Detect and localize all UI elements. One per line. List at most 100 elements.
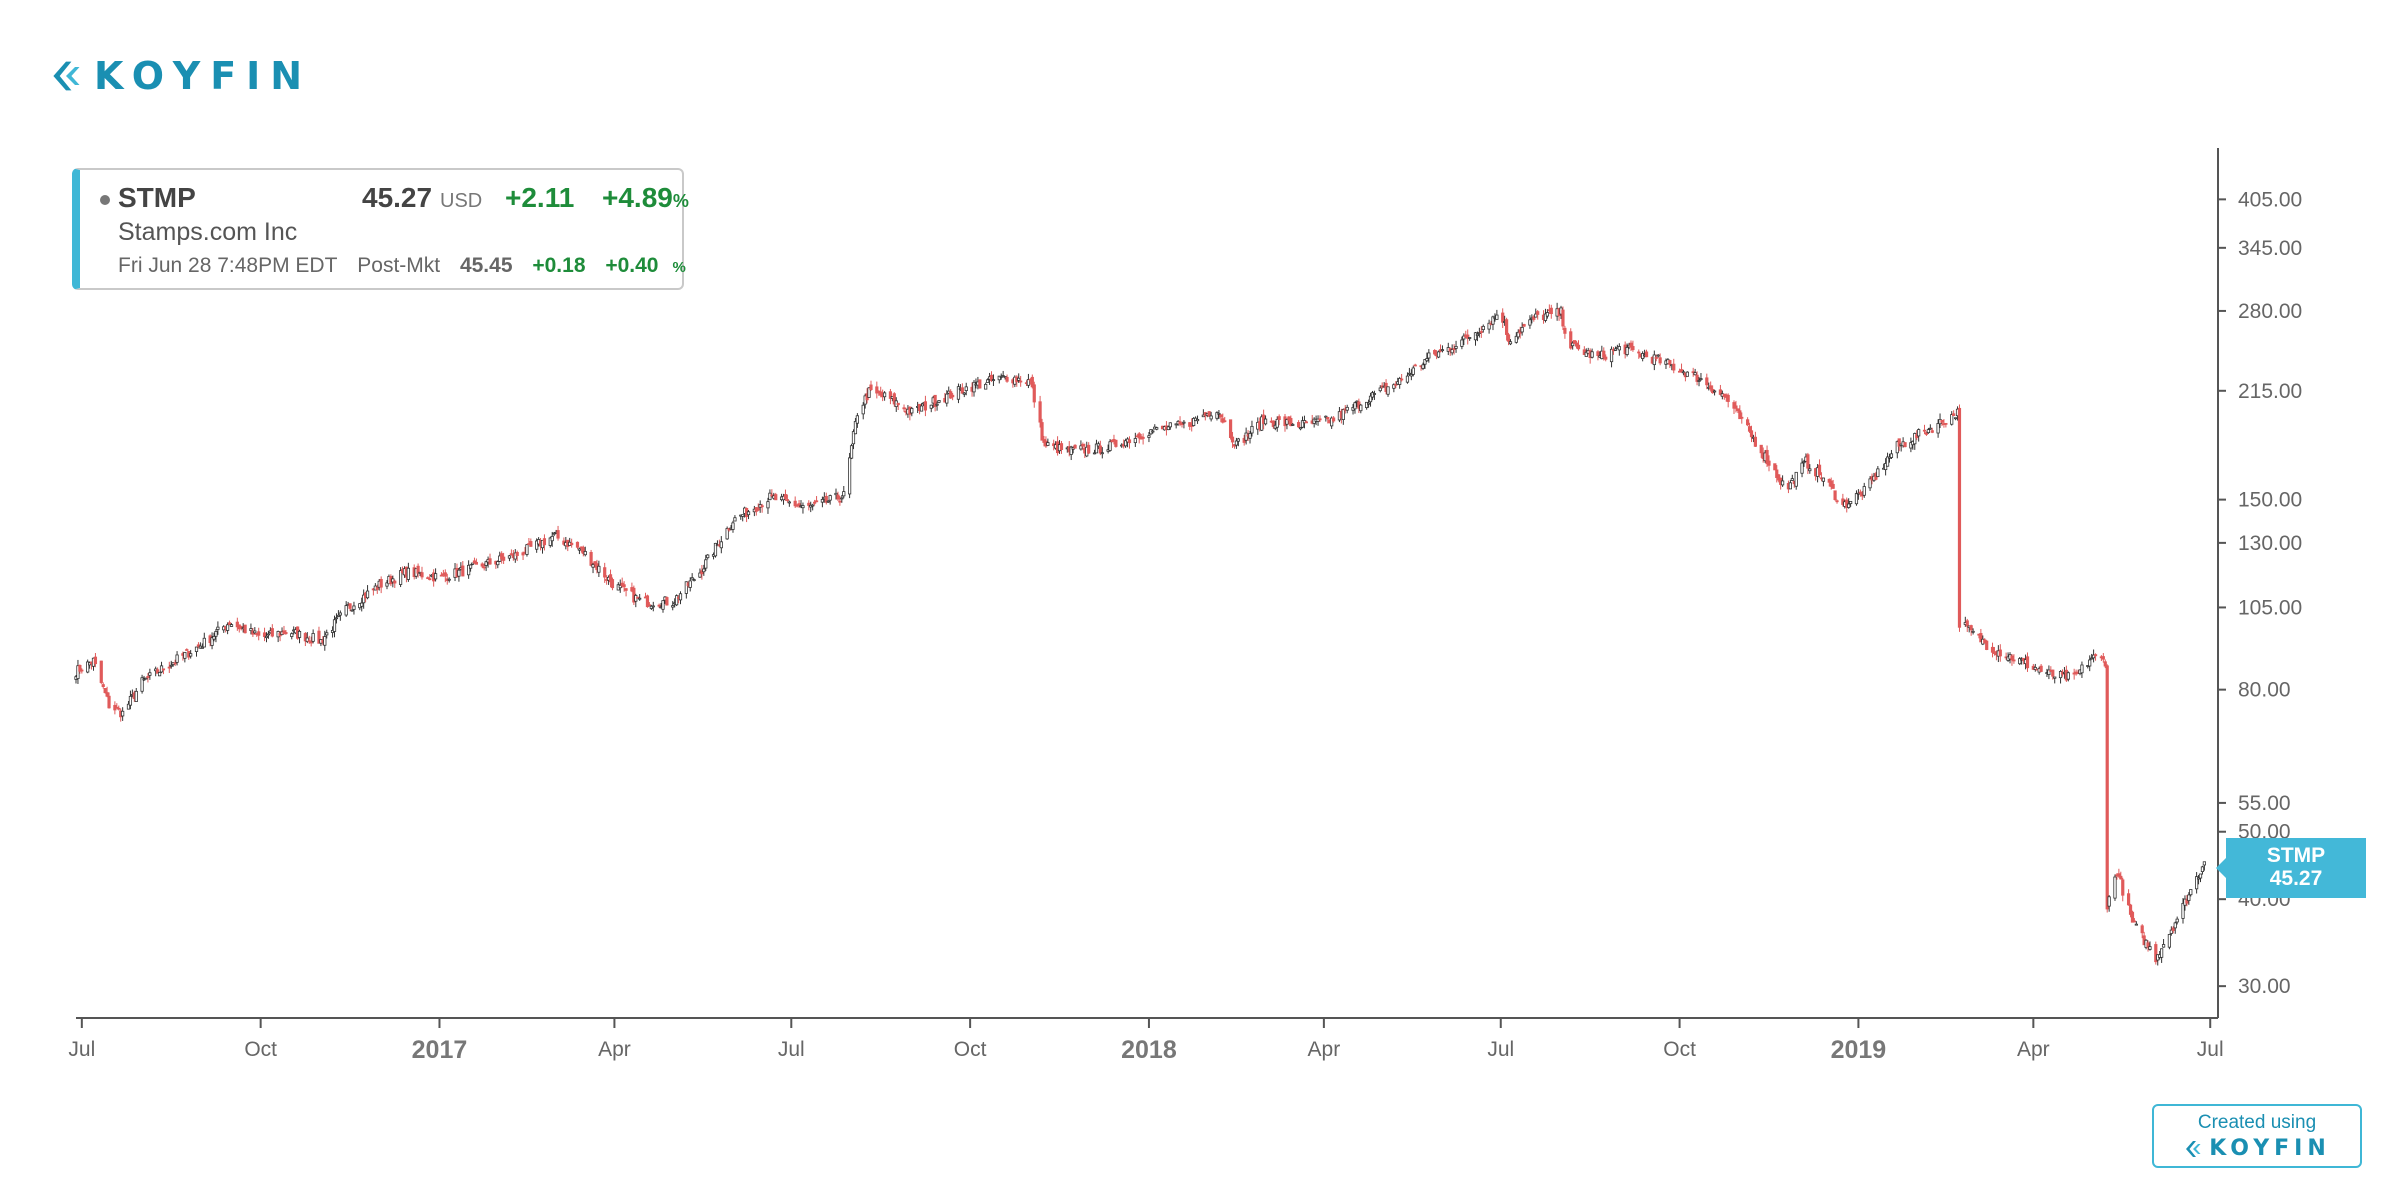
candle-body (1514, 335, 1518, 343)
candle-body (229, 624, 234, 627)
candle (1563, 325, 1567, 339)
candle-body (1250, 425, 1254, 434)
candle-body (610, 579, 615, 589)
candle (813, 499, 817, 506)
candle-body (2132, 920, 2137, 923)
candle-body (482, 566, 486, 569)
candle-body (1059, 443, 1064, 450)
candle (1726, 393, 1730, 408)
candle (700, 565, 704, 580)
candle (202, 632, 206, 648)
candle (591, 562, 595, 574)
candle-body (2181, 902, 2185, 919)
candle-body (690, 577, 694, 580)
x-tick-label: Oct (954, 1038, 987, 1061)
candle-body (949, 391, 953, 399)
candle-body (1359, 404, 1363, 412)
candle-body (336, 614, 341, 617)
y-tick-label: 80.00 (2238, 679, 2291, 702)
candle (1223, 416, 1227, 423)
candle-body (665, 597, 669, 606)
candle-body (115, 706, 119, 709)
candle-body (1917, 429, 1921, 437)
candle (688, 577, 692, 592)
candle-body (702, 568, 706, 573)
candle-body (919, 405, 924, 412)
candle-body (1151, 430, 1155, 433)
ticker-symbol: STMP (118, 182, 196, 213)
candle (1561, 306, 1565, 331)
candle-body (2090, 657, 2094, 660)
candle (2117, 868, 2121, 878)
candle (2066, 671, 2070, 682)
candle-body (1215, 412, 1219, 419)
candle-body (332, 619, 337, 632)
candle (352, 601, 356, 615)
candle-body (439, 574, 444, 577)
candle-body (1087, 444, 1091, 454)
candle-body (820, 499, 824, 503)
candle (1001, 370, 1005, 378)
candle-body (733, 517, 737, 522)
candle (1549, 304, 1553, 319)
candle-body (1604, 356, 1608, 360)
candle-body (1110, 439, 1114, 443)
candle-body (951, 394, 955, 398)
candle-body (1909, 442, 1913, 449)
candle-body (591, 564, 595, 568)
candle-body (651, 605, 655, 608)
candle-body (1394, 383, 1398, 386)
logo-text: KOYFIN (94, 54, 313, 98)
candle (1641, 351, 1645, 362)
candle (1718, 384, 1723, 396)
candle (2126, 889, 2131, 906)
candle (1631, 340, 1635, 352)
candle-body (169, 664, 173, 667)
candle (1858, 489, 1862, 497)
candle-body (1275, 418, 1279, 428)
candle-body (756, 508, 760, 511)
candle (416, 563, 420, 578)
candle (362, 589, 366, 609)
candle-body (1392, 384, 1396, 389)
candle (1491, 315, 1495, 331)
candle-body (964, 386, 968, 392)
candle-body (1409, 373, 1413, 377)
candle-body (1856, 492, 1861, 495)
candle-body (1452, 348, 1456, 351)
candle-body (1569, 331, 1573, 349)
created-using-koyfin-badge[interactable]: Created using KOYFIN (2152, 1104, 2362, 1168)
koyfin-logo[interactable]: KOYFIN (48, 54, 312, 98)
candle-body (311, 633, 315, 642)
candle-body (741, 514, 745, 517)
candle-body (2053, 676, 2057, 679)
x-tick-label: Jul (68, 1038, 95, 1061)
candle-body (1400, 378, 1404, 381)
candle (1536, 310, 1540, 320)
candle (1209, 411, 1213, 422)
candle (525, 543, 529, 557)
candle-body (210, 637, 214, 646)
candle (105, 686, 109, 698)
candle-body (2010, 655, 2014, 661)
candle (2130, 910, 2135, 923)
candle (1275, 416, 1279, 432)
candle-body (350, 609, 354, 612)
candle-body (1219, 414, 1223, 418)
candle-body (1479, 331, 1483, 333)
candle-body (1740, 416, 1744, 419)
candle (875, 381, 879, 399)
candle (1697, 376, 1701, 387)
y-tick-label: 405.00 (2238, 188, 2302, 211)
candle (1705, 373, 1709, 390)
candle-body (1979, 632, 1983, 643)
koyfin-mark-icon (53, 61, 80, 91)
candle-body (1944, 422, 1948, 425)
candle (1917, 428, 1921, 442)
y-tick-label: 150.00 (2238, 489, 2302, 512)
candle (774, 492, 778, 501)
candle (229, 623, 234, 627)
candle (1475, 331, 1480, 342)
candle (1454, 340, 1458, 353)
